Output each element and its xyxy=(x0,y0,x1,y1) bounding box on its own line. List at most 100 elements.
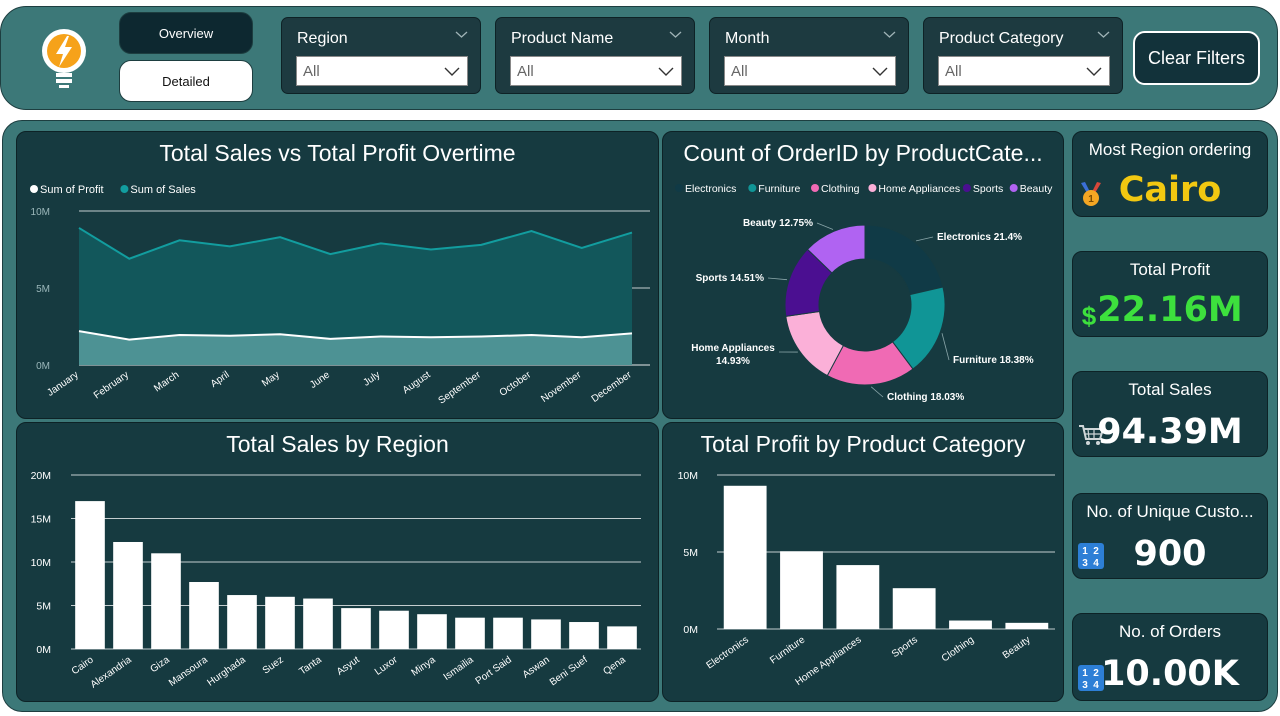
x-tick-label: Beni Suef xyxy=(548,654,590,688)
data-label: Clothing 18.03% xyxy=(887,392,964,403)
legend-label: Beauty xyxy=(1020,183,1053,195)
bar xyxy=(723,485,767,629)
data-label: Sports 14.51% xyxy=(696,273,764,284)
orders-count-card: No. of Orders 1 2 3 4 10.00K xyxy=(1072,613,1268,701)
card-value: Cairo xyxy=(1118,170,1222,210)
region-dropdown[interactable]: All xyxy=(296,56,468,86)
numbers-icon: 1 2 3 4 xyxy=(1078,543,1104,569)
x-tick-label: Suez xyxy=(261,654,286,676)
chevron-down-icon[interactable] xyxy=(1097,28,1110,41)
y-tick-label: 0M xyxy=(683,624,698,636)
svg-text:2: 2 xyxy=(1093,668,1099,679)
label-leader xyxy=(941,333,950,361)
dropdown-arrow-icon xyxy=(444,67,460,76)
svg-text:4: 4 xyxy=(1093,558,1099,569)
dropdown-value: All xyxy=(945,63,962,80)
legend-label: Clothing xyxy=(821,183,860,195)
y-tick-label: 0M xyxy=(36,644,51,656)
legend-marker xyxy=(962,184,971,192)
lightbulb-logo-icon xyxy=(36,26,92,92)
x-tick-label: October xyxy=(498,369,534,399)
bar xyxy=(780,551,823,629)
y-tick-label: 5M xyxy=(683,547,698,559)
dropdown-arrow-icon xyxy=(872,67,888,76)
bar xyxy=(493,617,523,649)
x-tick-label: Sports xyxy=(890,634,920,660)
orders-by-category-chart-panel[interactable]: Count of OrderID by ProductCate... Elect… xyxy=(662,131,1064,419)
product-category-slicer[interactable]: Product Category All xyxy=(923,17,1123,94)
y-tick-label: 0M xyxy=(36,361,50,372)
chart-title: Total Sales vs Total Profit Overtime xyxy=(159,140,516,166)
bar xyxy=(151,553,181,649)
shopping-cart-icon xyxy=(1079,425,1105,445)
card-title: Total Profit xyxy=(1129,260,1211,279)
dropdown-arrow-icon xyxy=(1086,67,1102,76)
x-tick-label: Electronics xyxy=(705,634,751,671)
bar xyxy=(607,626,637,649)
sales-by-region-chart-panel[interactable]: Total Sales by Region 0M 5M 10M 15M 20M Cairo… xyxy=(16,422,659,702)
x-tick-label: Tanta xyxy=(297,654,324,677)
svg-text:1: 1 xyxy=(1082,546,1088,557)
x-tick-label: July xyxy=(361,369,382,388)
profit-area xyxy=(79,331,632,365)
dropdown-value: All xyxy=(731,63,748,80)
profit-by-category-chart-panel[interactable]: Total Profit by Product Category 0M 5M 10M… xyxy=(662,422,1064,702)
bar xyxy=(303,598,333,649)
slicer-label: Product Name xyxy=(511,30,614,47)
chevron-down-icon[interactable] xyxy=(883,28,896,41)
x-tick-label: September xyxy=(437,369,484,406)
sales-area xyxy=(79,227,632,365)
chevron-down-icon[interactable] xyxy=(455,28,468,41)
x-tick-label: Hurghada xyxy=(205,654,248,688)
sales-profit-chart-panel[interactable]: Total Sales vs Total Profit Overtime Sum… xyxy=(16,131,659,419)
bar xyxy=(1005,622,1049,629)
bar xyxy=(531,619,561,649)
area-chart[interactable]: Sum of Profit Sum of Sales 0M 5M 10M January F… xyxy=(17,132,660,420)
product-category-dropdown[interactable]: All xyxy=(938,56,1110,86)
x-tick-label: Furniture xyxy=(768,634,807,666)
chart-title: Count of OrderID by ProductCate... xyxy=(683,140,1043,166)
bar xyxy=(836,565,880,629)
y-tick-label: 20M xyxy=(31,470,51,482)
x-tick-label: December xyxy=(590,369,635,405)
x-tick-label: Cairo xyxy=(70,654,96,677)
total-sales-card: Total Sales 94.39M xyxy=(1072,371,1268,457)
profit-line xyxy=(78,330,633,341)
month-slicer[interactable]: Month All xyxy=(709,17,909,94)
region-slicer[interactable]: Region All xyxy=(281,17,481,94)
x-tick-label: March xyxy=(152,369,181,394)
data-label: Beauty 12.75% xyxy=(743,218,813,229)
clear-filters-button[interactable]: Clear Filters xyxy=(1133,31,1260,85)
x-tick-label: April xyxy=(209,369,232,389)
x-tick-label: August xyxy=(401,369,433,396)
x-tick-label: Mansoura xyxy=(167,654,210,689)
donut-slice xyxy=(864,224,944,296)
x-tick-label: November xyxy=(539,369,584,405)
legend-marker xyxy=(811,184,819,192)
bar xyxy=(227,595,257,649)
x-tick-label: Aswan xyxy=(521,654,552,680)
month-dropdown[interactable]: All xyxy=(724,56,896,86)
svg-text:3: 3 xyxy=(1082,680,1088,691)
card-value: 94.39M xyxy=(1097,412,1243,452)
legend-marker xyxy=(30,185,38,193)
label-leader xyxy=(870,386,884,398)
chevron-down-icon[interactable] xyxy=(669,28,682,41)
x-tick-label: Alexandria xyxy=(89,654,134,690)
overview-button[interactable]: Overview xyxy=(119,12,253,54)
legend-marker xyxy=(868,184,877,192)
donut-slice xyxy=(806,224,866,274)
legend-label: Home Appliances xyxy=(878,183,960,195)
product-name-dropdown[interactable]: All xyxy=(510,56,682,86)
x-tick-label: February xyxy=(92,369,131,401)
x-tick-label: Port Said xyxy=(474,654,514,687)
chart-title: Total Profit by Product Category xyxy=(700,431,1026,457)
detailed-button[interactable]: Detailed xyxy=(119,60,253,102)
total-profit-card: Total Profit $ 22.16M xyxy=(1072,251,1268,337)
donut-chart[interactable]: Electronics Furniture Clothing Home Applian… xyxy=(663,132,1065,420)
dropdown-value: All xyxy=(303,63,320,80)
slicer-label: Region xyxy=(297,30,348,47)
product-name-slicer[interactable]: Product Name All xyxy=(495,17,695,94)
